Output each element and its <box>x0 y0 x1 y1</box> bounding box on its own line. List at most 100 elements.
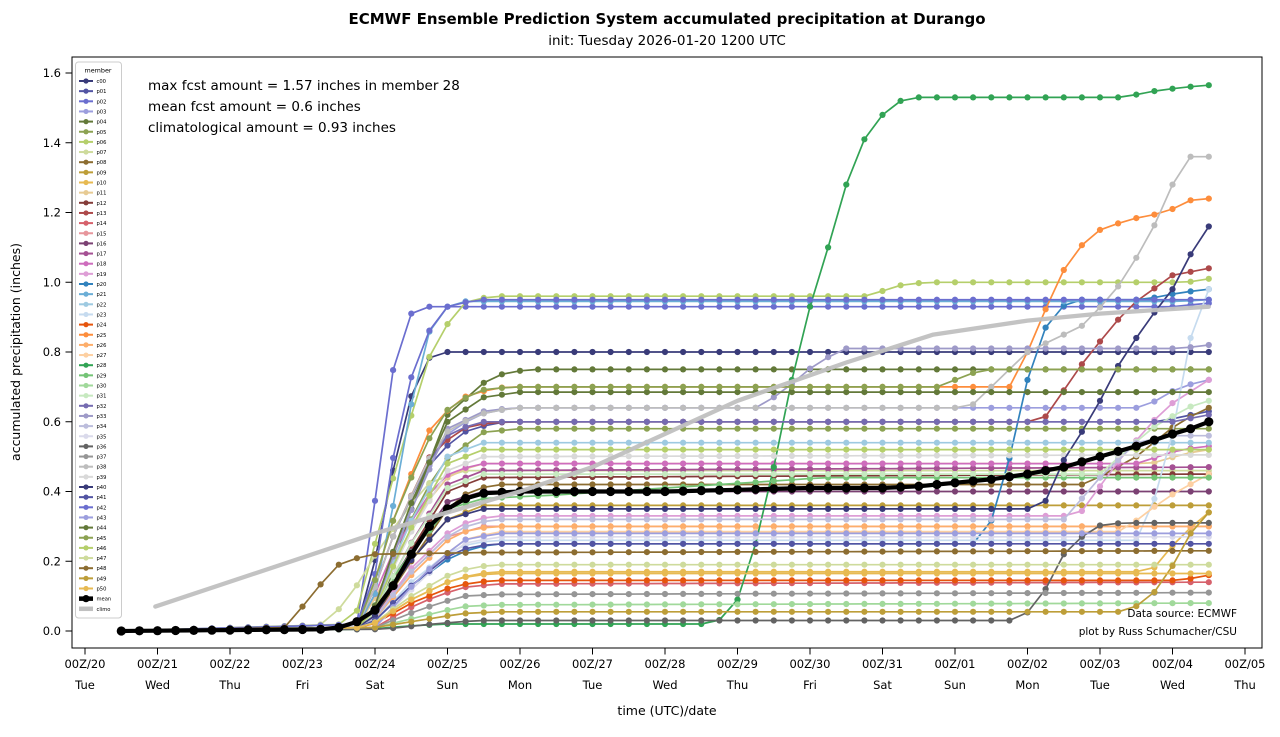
p29-marker <box>770 477 777 485</box>
p18-marker <box>879 460 886 467</box>
p46-marker <box>516 446 524 453</box>
p47-marker <box>1024 561 1031 568</box>
p48-marker <box>1060 548 1067 555</box>
legend-swatch-marker <box>83 311 89 318</box>
legend-title: member <box>85 67 112 75</box>
p24-marker <box>589 577 596 584</box>
p30-marker <box>1115 600 1122 607</box>
p22-marker <box>951 439 959 446</box>
p38-marker <box>988 383 995 390</box>
y-tick-label: 1.6 <box>43 66 61 80</box>
p22-marker <box>770 439 777 446</box>
legend-swatch-marker <box>83 301 89 307</box>
p45-marker <box>788 383 796 390</box>
p05-marker <box>1096 425 1104 432</box>
p43-marker <box>607 530 614 537</box>
p34-marker <box>770 516 777 523</box>
p42-marker <box>861 296 868 303</box>
mean-marker <box>461 493 471 504</box>
p05-marker <box>843 425 850 432</box>
x-tick-label-utc: 00Z/25 <box>427 657 468 671</box>
p13-marker <box>1205 265 1212 272</box>
p49-marker <box>535 608 542 615</box>
p18-marker <box>480 460 487 467</box>
p33-marker <box>933 345 941 352</box>
p39-marker <box>915 452 922 459</box>
p36-marker <box>806 617 814 624</box>
p44-marker <box>643 389 651 396</box>
x-tick-label-day: Sun <box>437 678 459 692</box>
p32-marker <box>716 418 723 425</box>
p45-marker <box>806 383 814 390</box>
p36-marker <box>498 617 505 624</box>
p28-marker <box>1060 94 1067 101</box>
p40-marker <box>1042 497 1049 504</box>
legend-member-label: p41 <box>97 495 107 501</box>
p38-marker <box>915 404 922 411</box>
p50-marker <box>516 570 524 577</box>
p22-marker <box>661 439 669 446</box>
p30-marker <box>734 601 741 608</box>
p41-marker <box>1060 540 1067 547</box>
p17-marker <box>1024 464 1031 472</box>
p43-marker <box>1060 530 1067 537</box>
c00-marker <box>752 348 759 356</box>
p50-marker <box>371 619 379 627</box>
p24-marker <box>680 577 687 584</box>
legend-item-mean: mean <box>79 595 111 603</box>
p30-marker <box>861 600 868 608</box>
p43-marker <box>462 536 469 543</box>
p43-marker <box>1024 530 1031 537</box>
p22-marker <box>1187 439 1194 446</box>
p48-marker <box>770 548 777 555</box>
legend-member-label: p48 <box>97 566 107 572</box>
p02-marker <box>788 303 796 310</box>
p18-marker <box>933 460 941 467</box>
p45-marker <box>1060 366 1067 373</box>
x-tick-label-utc: 00Z/29 <box>717 657 758 671</box>
p42-marker <box>1133 296 1140 303</box>
p32-marker <box>788 418 796 425</box>
p31-marker <box>1169 413 1176 420</box>
p30-marker <box>589 601 596 608</box>
p42-marker <box>1205 296 1212 303</box>
p24-marker <box>825 577 832 584</box>
p38-marker <box>516 404 524 411</box>
p34-marker <box>390 591 397 599</box>
p48-marker <box>1078 548 1085 555</box>
p04-marker <box>643 366 651 373</box>
p14-marker <box>1205 579 1212 586</box>
p45-marker <box>426 435 433 442</box>
legend-swatch-marker <box>83 575 89 581</box>
p49-marker <box>716 608 723 615</box>
p21-marker <box>390 502 397 510</box>
legend-member-label: p07 <box>97 150 107 156</box>
p16-marker <box>1078 488 1085 495</box>
p03-marker <box>988 404 995 411</box>
p31-marker <box>698 471 705 478</box>
p49-marker <box>571 608 578 615</box>
p13-marker <box>1151 285 1158 292</box>
p47-marker <box>1006 561 1013 568</box>
p18-marker <box>970 460 977 467</box>
p31-marker <box>806 471 814 478</box>
p24-marker <box>1096 577 1104 584</box>
p36-marker <box>1205 519 1212 527</box>
mean-marker <box>116 626 126 636</box>
legend-item-p44: p44 <box>79 525 107 532</box>
p30-marker <box>1187 600 1194 607</box>
p47-marker <box>625 561 632 568</box>
p38-marker <box>589 404 596 411</box>
p37-marker <box>408 609 415 617</box>
p44-marker <box>1133 389 1140 396</box>
p08-marker <box>498 481 505 488</box>
p41-marker <box>625 540 632 547</box>
p05-marker <box>498 427 505 434</box>
p42-marker <box>661 296 669 303</box>
p18-marker <box>788 460 796 467</box>
p44-marker <box>426 459 433 466</box>
p06-marker <box>1205 275 1212 282</box>
p06-marker <box>1060 279 1067 286</box>
p03-marker <box>1151 398 1158 405</box>
legend-swatch-marker <box>83 250 89 257</box>
